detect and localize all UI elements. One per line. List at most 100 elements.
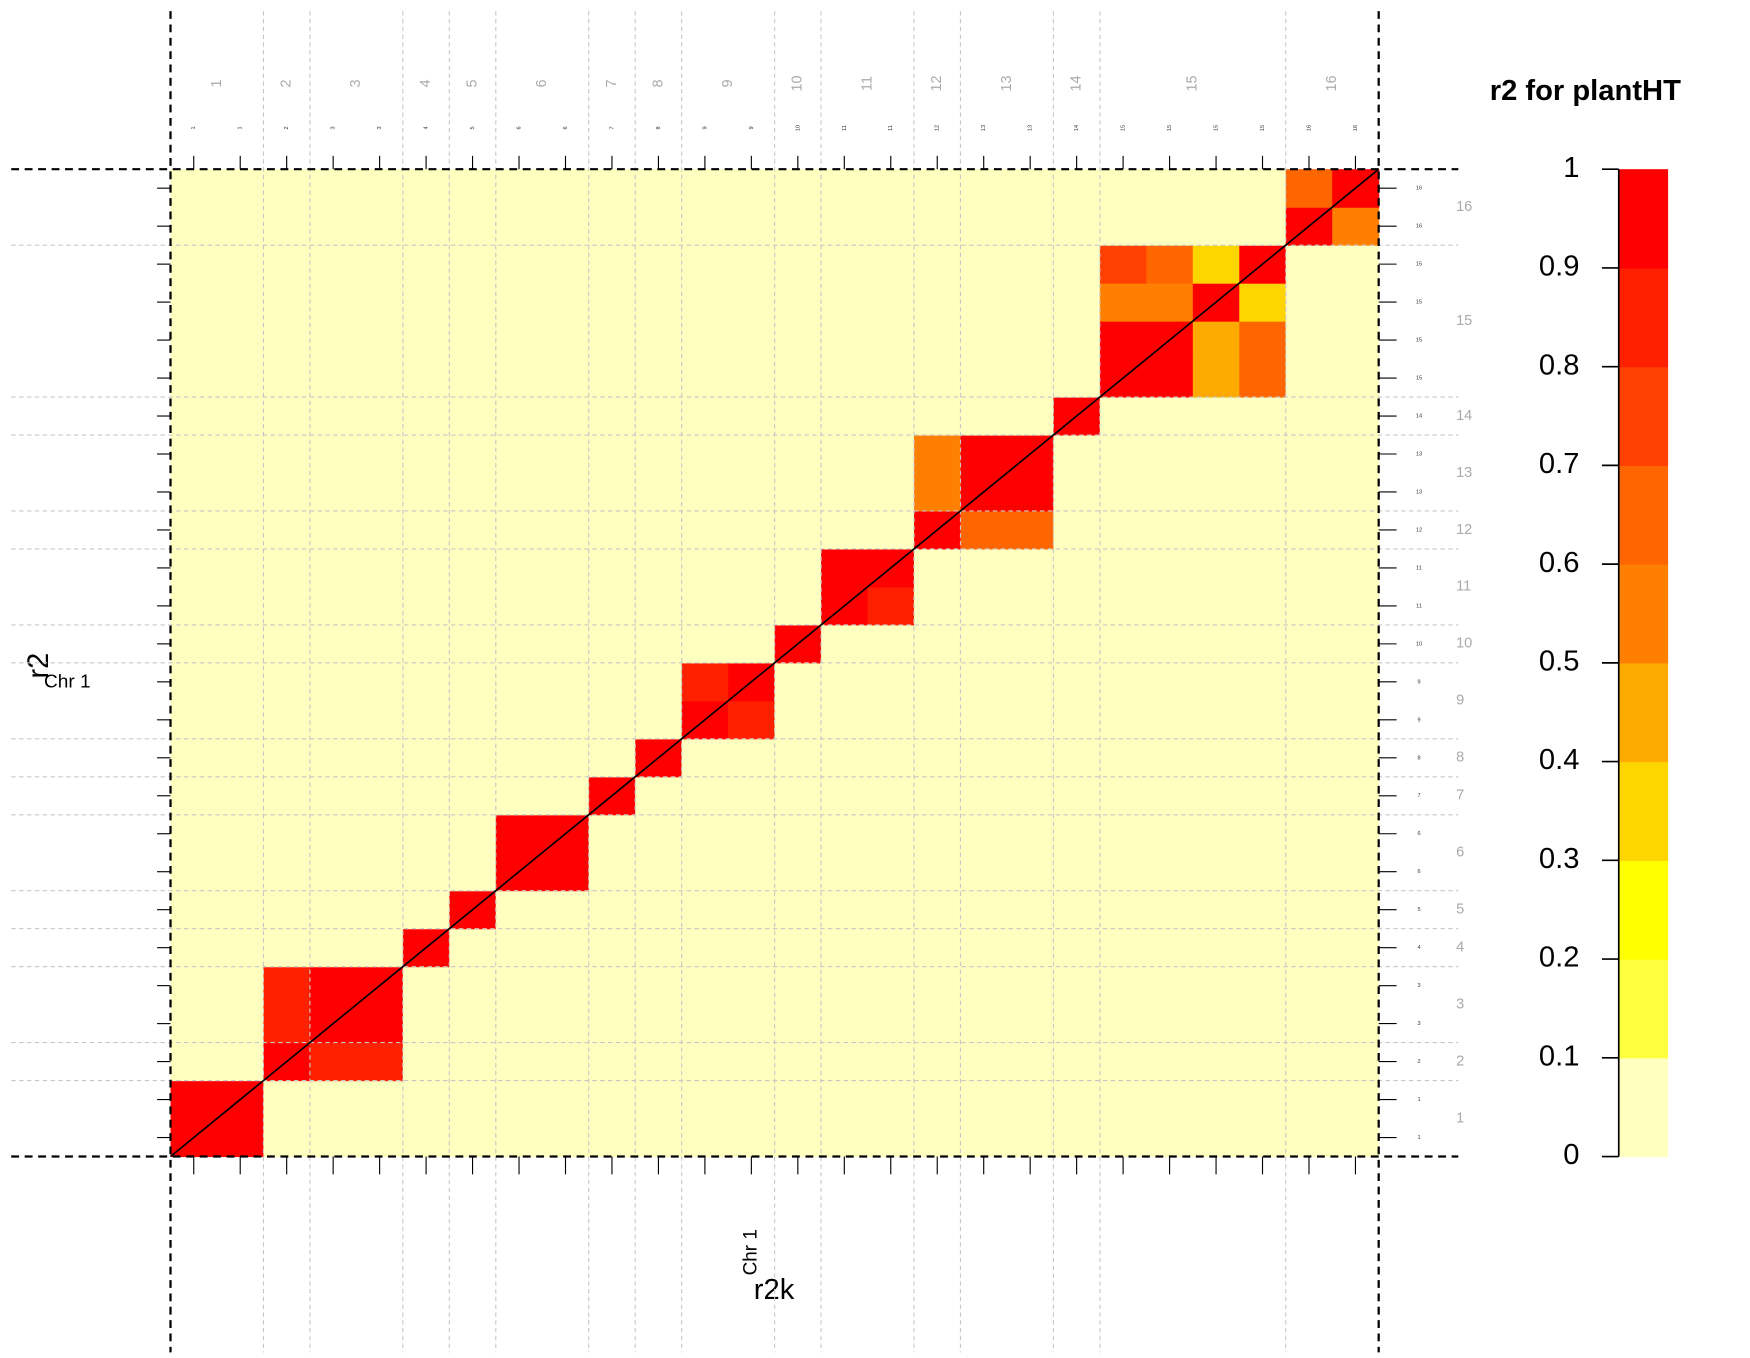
heatmap-cell [821,776,869,816]
heatmap-cell [914,169,962,208]
heatmap-cell [1099,245,1147,284]
heatmap-cell [1239,510,1287,550]
chromosome-label: 11 [1456,579,1471,595]
heatmap-cell [309,928,357,968]
heatmap-cell [263,548,311,588]
heatmap-cell [1332,1004,1380,1044]
heatmap-cell [635,397,683,436]
heatmap-cell [309,890,357,930]
heatmap-cell [867,586,915,626]
heatmap-cell [356,852,404,892]
heatmap-cell [1239,359,1287,398]
heatmap-cell [402,1080,450,1120]
heatmap-cell [402,966,450,1006]
heatmap-cell [1006,852,1054,892]
heatmap-cell [263,738,311,778]
heatmap-cell [1192,1080,1240,1120]
heatmap-cell [635,586,683,626]
heatmap-cell [542,1042,590,1082]
heatmap-cell [1099,1042,1147,1082]
heatmap-cell [1239,966,1287,1006]
heatmap-cell [309,1080,357,1120]
marker-label: 11 [1416,603,1422,609]
heatmap-cell [1239,586,1287,626]
heatmap-cell [1099,1118,1147,1158]
heatmap-cell [216,1118,265,1158]
heatmap-cell [1332,1080,1380,1120]
heatmap-cell [170,662,218,702]
heatmap-cell [356,435,404,474]
heatmap-cell [960,283,1008,322]
heatmap-cell [1285,435,1333,474]
heatmap-cell [1285,776,1333,816]
heatmap-cell [1146,814,1194,854]
heatmap-cell [588,397,636,436]
heatmap-cell [1146,928,1194,968]
heatmap-cell [821,966,869,1006]
marker-label: 6 [1418,831,1421,837]
heatmap-cell [542,397,590,436]
heatmap-cell [449,1004,497,1044]
heatmap-cell [356,321,404,360]
heatmap-cell [216,928,265,968]
marker-label: 6 [516,126,522,129]
heatmap-cell [1053,700,1101,740]
heatmap-cell [1053,321,1101,360]
marker-label: 6 [1418,869,1421,875]
heatmap-cell [1285,966,1333,1006]
marker-label: 15 [1416,300,1422,306]
heatmap-cell [449,435,497,474]
heatmap-cell [728,586,776,626]
heatmap-cell [1146,472,1194,512]
heatmap-cell [821,928,869,968]
heatmap-cell [402,814,450,854]
marker-label: 15 [1121,125,1127,131]
heatmap-cell [588,283,636,322]
heatmap-cell [774,245,822,284]
heatmap-cell [728,1118,776,1158]
marker-label: 12 [1416,527,1422,533]
heatmap-cell [1006,662,1054,702]
heatmap-cell [170,321,218,360]
heatmap-cell [1006,776,1054,816]
heatmap-cell [914,1042,962,1082]
heatmap-cell [1099,776,1147,816]
heatmap-cell [449,548,497,588]
heatmap-cell [821,283,869,322]
chromosome-label: 15 [1456,313,1472,329]
chromosome-label: 7 [604,79,620,87]
heatmap-cell [309,586,357,626]
marker-label: 10 [795,125,801,131]
heatmap-cell [1053,1080,1101,1120]
heatmap-cell [495,738,543,778]
heatmap-cell [774,1080,822,1120]
heatmap-cell [1332,814,1380,854]
heatmap-cell [449,1118,497,1158]
heatmap-cell [309,510,357,550]
heatmap-cell [356,1118,404,1158]
marker-label: 3 [377,126,383,129]
heatmap-cell [542,1118,590,1158]
heatmap-cell [1146,283,1194,322]
heatmap-cell [1239,548,1287,588]
heatmap-cell [170,472,218,512]
heatmap-cell [867,928,915,968]
legend-tick-label: 0.6 [1539,547,1580,579]
heatmap-cell [542,928,590,968]
heatmap-cell [821,359,869,398]
heatmap-cell [495,435,543,474]
heatmap-cell [263,1080,311,1120]
heatmap-cell [1006,321,1054,360]
heatmap-cell [728,738,776,778]
heatmap-cell [914,548,962,588]
heatmap-cell [635,169,683,208]
heatmap-cell [960,1080,1008,1120]
heatmap-cell [681,776,729,816]
heatmap-cell [1285,1080,1333,1120]
marker-label: 16 [1306,125,1312,131]
legend-tick-label: 0.8 [1539,349,1580,381]
heatmap-cell [774,814,822,854]
heatmap-cell [216,700,265,740]
heatmap-cell [216,245,265,284]
heatmap-cell [960,662,1008,702]
